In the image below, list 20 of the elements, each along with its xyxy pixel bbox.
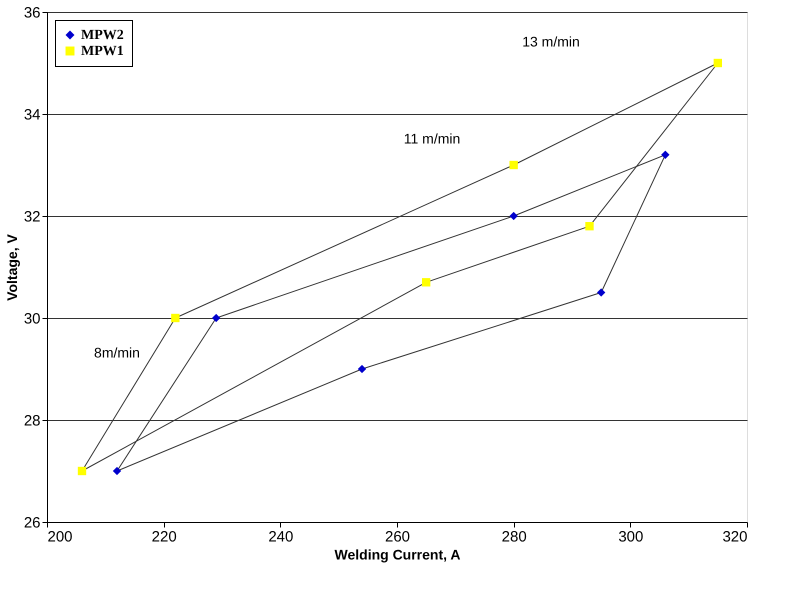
x-tick-label: 240 xyxy=(268,528,294,546)
y-tick-label: 28 xyxy=(24,412,40,430)
y-tick-label: 32 xyxy=(24,208,40,226)
x-tick-label: 260 xyxy=(384,528,410,546)
legend-label: MPW1 xyxy=(81,44,124,59)
y-tick-label: 36 xyxy=(24,4,40,22)
annotation: 11 m/min xyxy=(404,130,460,146)
x-tick-label: 200 xyxy=(48,528,73,546)
x-tick-label: 300 xyxy=(618,528,644,546)
x-tick-label: 320 xyxy=(722,528,748,546)
x-tick-label: 280 xyxy=(502,528,527,546)
y-tick-label: 30 xyxy=(24,310,40,328)
x-axis-title: Welding Current, A xyxy=(334,546,460,562)
annotation: 8m/min xyxy=(94,344,140,361)
y-tick-label: 26 xyxy=(24,514,40,532)
y-tick-label: 34 xyxy=(24,106,40,124)
x-tick-label: 220 xyxy=(152,528,177,546)
legend-label: MPW2 xyxy=(81,28,124,43)
annotation: 13 m/min xyxy=(522,34,580,50)
y-axis-title: Voltage, V xyxy=(4,234,20,301)
